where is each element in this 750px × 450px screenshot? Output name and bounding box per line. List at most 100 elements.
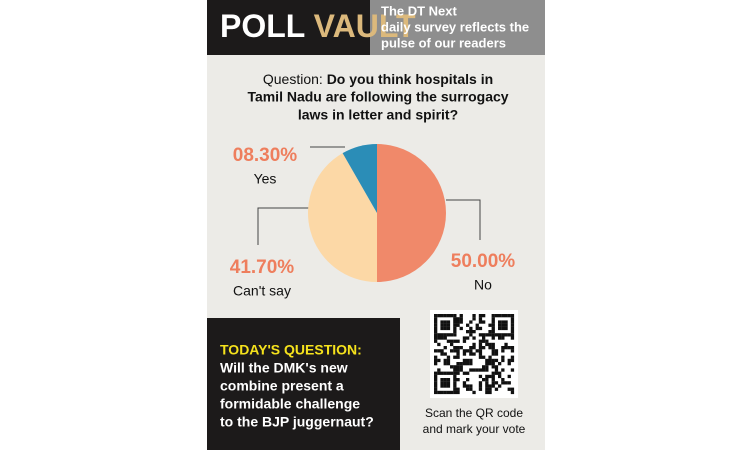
qr-module [491,378,495,382]
qr-module [443,390,447,395]
qr-module [507,381,511,385]
qr-module [488,387,492,391]
qr-module [443,336,447,340]
title-part: POLL [220,8,305,44]
qr-module [475,326,479,331]
qr-module [472,314,476,318]
qr-module [488,323,492,327]
qr-module [459,317,463,321]
qr-module [491,365,495,369]
qr-module [491,352,495,356]
qr-module [482,320,486,324]
value-label: 08.30% [233,145,298,166]
qr-module [434,349,438,353]
qr-module [501,349,505,353]
qr-module [437,390,441,395]
qr-module [453,339,457,343]
qr-module [434,384,438,388]
qr-module [478,374,483,379]
qr-module [478,346,483,350]
qr-module [501,323,505,327]
qr-module [456,346,460,350]
title-part: VAULT [314,8,416,44]
qr-module [491,314,495,318]
qr-module [462,349,467,353]
question: Question: Do you think hospitals in [263,71,493,87]
qr-module [501,314,505,318]
qr-module [485,358,489,363]
qr-module [440,378,444,382]
qr-module [507,346,511,350]
qr-module [434,358,438,363]
qr-module [443,358,447,363]
qr-module [491,381,495,385]
qr-module [469,349,473,353]
qr-module [469,362,473,366]
question-line: Tamil Nadu are following the surrogacy [247,89,508,105]
qr-module [507,362,511,366]
qr-module [482,365,486,369]
qr-module [440,326,444,331]
qr-module [472,330,476,334]
qr-module [453,326,457,331]
qr-module [443,320,447,324]
qr-module [469,320,473,324]
qr-module [482,368,486,372]
qr-module [466,387,470,391]
qr-module [501,355,505,359]
qr-module [510,323,515,327]
qr-module [469,330,473,334]
qr-module [440,314,444,318]
qr-module [459,368,463,372]
qr-module [443,371,447,375]
qr-module [446,355,451,359]
qr-module [434,371,438,375]
qr-module [437,368,441,372]
qr-module [501,346,505,350]
qr-module [510,346,515,350]
qr-module [498,384,502,388]
qr-module [491,346,495,350]
qr-module [485,374,489,379]
value-label: 41.70% [230,257,295,278]
question-prefix: Question: [263,71,323,87]
qr-module [501,326,505,331]
qr-module [437,314,441,318]
qr-module [437,336,441,340]
qr-caption: and mark your vote [423,422,526,436]
qr-module [450,342,454,347]
qr-module [450,390,454,395]
qr-module [472,346,476,350]
qr-module [443,333,447,337]
qr-module [456,352,460,356]
qr-module [510,349,515,353]
tagline-box [370,0,545,55]
qr-module [466,358,470,363]
qr-module [440,381,444,385]
qr-module [469,346,473,350]
qr-module [440,336,444,340]
qr-module [462,381,467,385]
qr-module [488,358,492,363]
qr-module [494,358,499,363]
qr-module [504,323,508,327]
qr-module [437,342,441,347]
qr-module [446,326,451,331]
leader-lines [257,146,481,245]
qr-module [498,320,502,324]
qr-module [478,317,483,321]
qr-module [446,323,451,327]
qr-module [485,342,489,347]
qr-module [446,362,451,366]
qr-module [478,368,483,372]
qr-module [494,381,499,385]
qr-module [478,333,483,337]
qr-module [453,390,457,395]
qr-module [491,333,495,337]
qr-module [507,333,511,337]
qr-module [450,339,454,343]
qr-module [453,378,457,382]
qr-module [501,333,505,337]
qr-module [450,333,454,337]
